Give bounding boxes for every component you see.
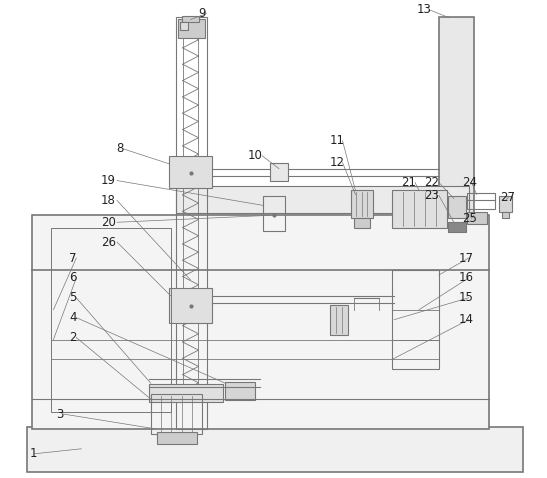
Text: 17: 17 bbox=[459, 251, 474, 264]
Bar bbox=[354, 218, 370, 228]
Bar bbox=[503, 212, 509, 218]
Text: 15: 15 bbox=[459, 291, 474, 304]
Bar bbox=[352, 191, 374, 218]
Text: 25: 25 bbox=[462, 212, 476, 225]
Bar bbox=[439, 17, 474, 215]
Bar bbox=[330, 305, 347, 335]
Bar bbox=[448, 196, 465, 218]
Bar bbox=[176, 17, 207, 429]
Text: 23: 23 bbox=[424, 189, 439, 202]
Bar bbox=[178, 19, 206, 39]
Text: 22: 22 bbox=[424, 176, 439, 189]
Text: 24: 24 bbox=[462, 176, 477, 189]
Text: 5: 5 bbox=[69, 291, 77, 304]
Text: 19: 19 bbox=[101, 174, 116, 187]
Bar bbox=[168, 156, 212, 187]
Text: 3: 3 bbox=[56, 408, 64, 421]
Text: 7: 7 bbox=[69, 251, 77, 264]
Text: 26: 26 bbox=[101, 236, 116, 249]
Bar bbox=[392, 270, 439, 369]
Text: 10: 10 bbox=[248, 149, 263, 162]
Bar bbox=[179, 22, 188, 30]
Bar bbox=[182, 16, 200, 22]
Text: 2: 2 bbox=[69, 331, 77, 344]
Text: 16: 16 bbox=[459, 272, 474, 284]
Text: 12: 12 bbox=[330, 156, 345, 169]
Text: 14: 14 bbox=[459, 313, 474, 326]
Bar bbox=[168, 288, 212, 323]
Bar bbox=[157, 432, 196, 444]
Bar bbox=[51, 228, 171, 412]
Text: 21: 21 bbox=[401, 176, 416, 189]
Text: 18: 18 bbox=[101, 194, 116, 207]
Text: 4: 4 bbox=[69, 311, 77, 324]
Text: 6: 6 bbox=[69, 272, 77, 284]
Bar bbox=[467, 212, 487, 224]
Text: 9: 9 bbox=[199, 7, 206, 20]
Bar bbox=[263, 196, 285, 231]
Bar bbox=[467, 194, 494, 209]
Bar bbox=[27, 427, 523, 472]
Bar bbox=[498, 196, 513, 212]
Text: 20: 20 bbox=[101, 216, 116, 229]
Bar bbox=[448, 222, 465, 232]
Bar bbox=[32, 215, 488, 429]
Text: 1: 1 bbox=[30, 447, 37, 460]
Bar bbox=[149, 384, 223, 402]
Bar bbox=[225, 382, 255, 400]
Bar bbox=[151, 394, 202, 434]
Bar bbox=[392, 191, 447, 228]
Text: 27: 27 bbox=[501, 191, 515, 204]
Bar bbox=[176, 185, 469, 213]
Text: 8: 8 bbox=[116, 142, 124, 155]
Bar bbox=[270, 163, 288, 181]
Text: 11: 11 bbox=[330, 134, 345, 147]
Text: 13: 13 bbox=[417, 3, 432, 16]
